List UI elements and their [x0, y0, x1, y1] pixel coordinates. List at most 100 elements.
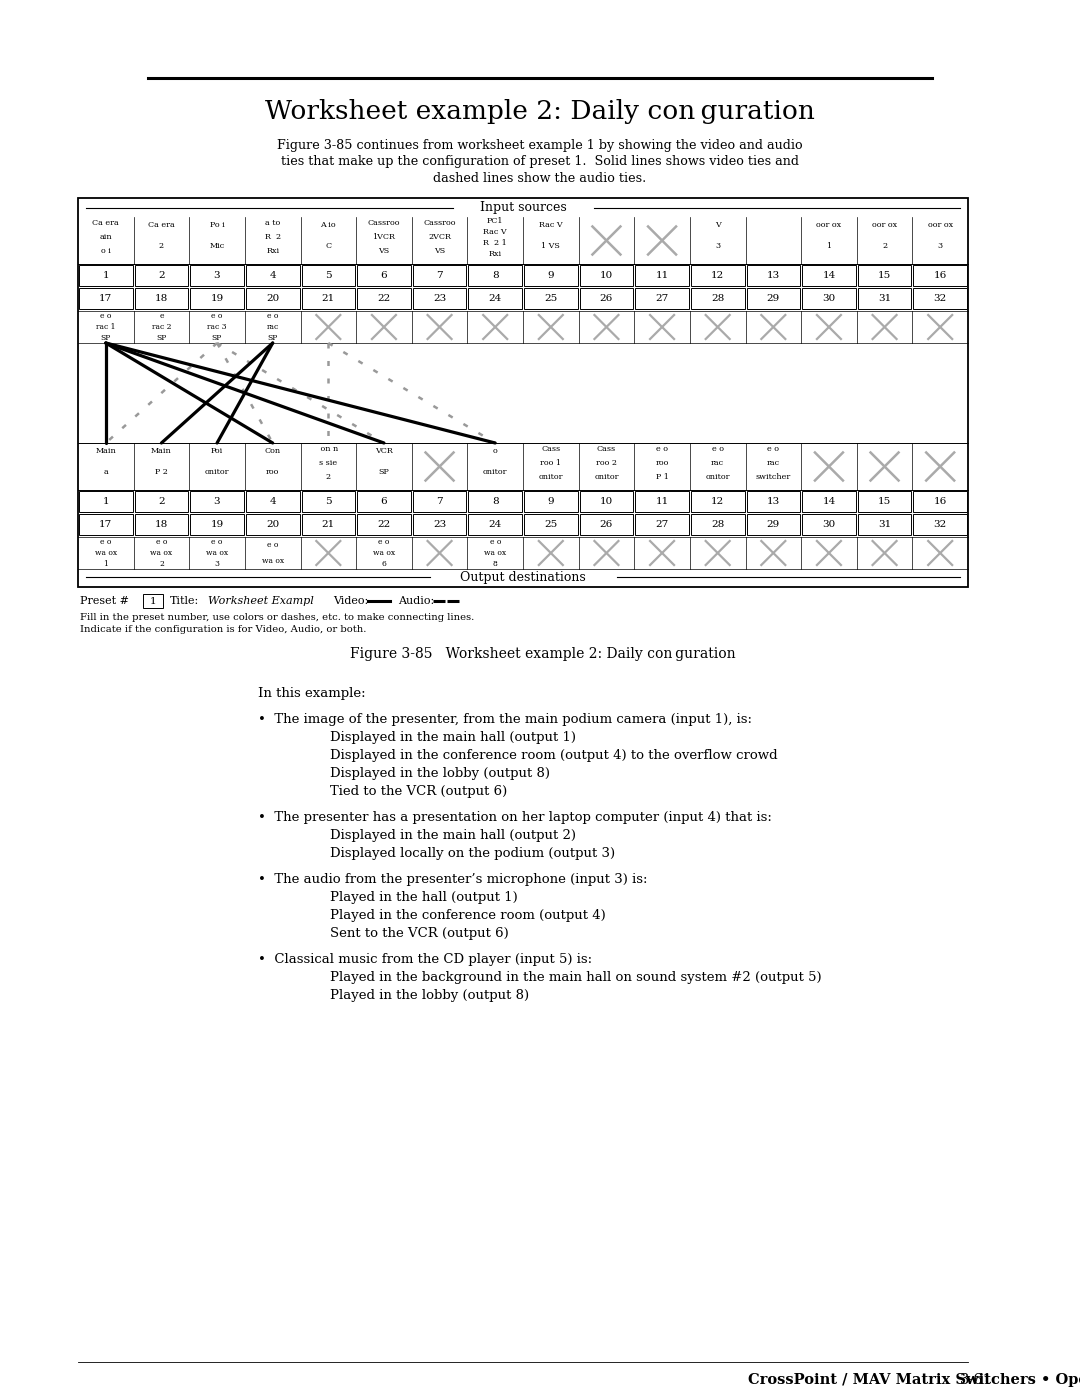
Text: In this example:: In this example: — [258, 687, 366, 700]
Text: rac 3: rac 3 — [207, 323, 227, 331]
Text: 1 VS: 1 VS — [541, 242, 561, 250]
Text: 3: 3 — [214, 497, 220, 506]
Text: •  The image of the presenter, from the main podium camera (input 1), is:: • The image of the presenter, from the m… — [258, 712, 752, 726]
Text: 16: 16 — [933, 271, 947, 279]
Text: 28: 28 — [711, 520, 725, 529]
Text: 27: 27 — [656, 520, 669, 529]
Text: 29: 29 — [767, 520, 780, 529]
Text: 5: 5 — [325, 271, 332, 279]
Text: 4: 4 — [269, 497, 276, 506]
Text: 32: 32 — [933, 520, 947, 529]
Text: Played in the lobby (output 8): Played in the lobby (output 8) — [330, 989, 529, 1002]
Text: rac: rac — [767, 460, 780, 467]
Text: e o: e o — [378, 538, 390, 546]
Text: 22: 22 — [377, 293, 391, 303]
FancyBboxPatch shape — [79, 514, 133, 535]
Text: 27: 27 — [656, 293, 669, 303]
Text: Cass: Cass — [541, 444, 561, 453]
FancyBboxPatch shape — [357, 288, 410, 309]
Text: Tied to the VCR (output 6): Tied to the VCR (output 6) — [330, 785, 508, 798]
Text: 18: 18 — [154, 293, 168, 303]
Text: 2VCR: 2VCR — [428, 233, 451, 240]
FancyBboxPatch shape — [135, 288, 188, 309]
Text: 32: 32 — [933, 293, 947, 303]
Text: Mic: Mic — [210, 242, 225, 250]
Text: Rac V: Rac V — [539, 221, 563, 229]
Text: e: e — [159, 313, 164, 320]
Text: 3: 3 — [715, 242, 720, 250]
Text: 6: 6 — [380, 497, 388, 506]
FancyBboxPatch shape — [301, 288, 355, 309]
FancyBboxPatch shape — [858, 288, 912, 309]
Text: 7: 7 — [436, 497, 443, 506]
Text: Rxi: Rxi — [266, 247, 280, 256]
FancyBboxPatch shape — [246, 514, 299, 535]
Text: 31: 31 — [878, 293, 891, 303]
Text: Ca era: Ca era — [93, 219, 119, 226]
FancyBboxPatch shape — [78, 198, 968, 587]
Text: 1: 1 — [103, 271, 109, 279]
FancyBboxPatch shape — [802, 265, 855, 286]
Text: Displayed in the conference room (output 4) to the overflow crowd: Displayed in the conference room (output… — [330, 749, 778, 761]
Text: 26: 26 — [599, 293, 613, 303]
FancyBboxPatch shape — [246, 288, 299, 309]
Text: PC1: PC1 — [487, 218, 503, 225]
FancyBboxPatch shape — [691, 288, 744, 309]
Text: 2: 2 — [159, 242, 164, 250]
FancyBboxPatch shape — [190, 288, 244, 309]
Text: SP: SP — [212, 334, 222, 342]
Text: P 2: P 2 — [156, 468, 167, 475]
Text: CrossPoint / MAV Matrix Switchers • Operation: CrossPoint / MAV Matrix Switchers • Oper… — [748, 1373, 1080, 1387]
FancyBboxPatch shape — [746, 265, 800, 286]
FancyBboxPatch shape — [190, 490, 244, 511]
FancyBboxPatch shape — [357, 514, 410, 535]
Text: e o: e o — [267, 541, 279, 549]
Text: Cassroo: Cassroo — [367, 219, 401, 226]
FancyBboxPatch shape — [79, 288, 133, 309]
Text: 4: 4 — [269, 271, 276, 279]
FancyBboxPatch shape — [190, 514, 244, 535]
Text: wa ox: wa ox — [484, 549, 507, 557]
FancyBboxPatch shape — [580, 490, 633, 511]
Text: 10: 10 — [599, 271, 613, 279]
Text: 17: 17 — [99, 293, 112, 303]
Text: Cass: Cass — [597, 444, 616, 453]
Text: 9: 9 — [548, 271, 554, 279]
Text: 19: 19 — [211, 293, 224, 303]
FancyBboxPatch shape — [914, 288, 967, 309]
FancyBboxPatch shape — [746, 288, 800, 309]
FancyBboxPatch shape — [858, 514, 912, 535]
Text: 3: 3 — [215, 560, 219, 567]
Text: 21: 21 — [322, 520, 335, 529]
Text: 7: 7 — [436, 271, 443, 279]
Text: Rxi: Rxi — [488, 250, 502, 258]
Text: o i: o i — [100, 247, 111, 256]
Text: oor ox: oor ox — [872, 221, 897, 229]
FancyBboxPatch shape — [246, 490, 299, 511]
FancyBboxPatch shape — [580, 288, 633, 309]
Text: Displayed in the main hall (output 1): Displayed in the main hall (output 1) — [330, 731, 576, 745]
Text: 31: 31 — [878, 520, 891, 529]
FancyBboxPatch shape — [914, 490, 967, 511]
FancyBboxPatch shape — [691, 265, 744, 286]
FancyBboxPatch shape — [635, 490, 689, 511]
Text: rac 1: rac 1 — [96, 323, 116, 331]
FancyBboxPatch shape — [413, 490, 467, 511]
Text: 25: 25 — [544, 520, 557, 529]
Text: 11: 11 — [656, 497, 669, 506]
Text: Displayed locally on the podium (output 3): Displayed locally on the podium (output … — [330, 847, 616, 861]
FancyBboxPatch shape — [802, 490, 855, 511]
Text: 17: 17 — [99, 520, 112, 529]
Text: Played in the hall (output 1): Played in the hall (output 1) — [330, 891, 517, 904]
FancyBboxPatch shape — [635, 514, 689, 535]
FancyBboxPatch shape — [691, 514, 744, 535]
Text: 8: 8 — [491, 497, 499, 506]
FancyBboxPatch shape — [135, 514, 188, 535]
Text: a to: a to — [265, 219, 281, 226]
Text: Title:: Title: — [170, 597, 199, 606]
FancyBboxPatch shape — [914, 265, 967, 286]
Text: Fill in the preset number, use colors or dashes, etc. to make connecting lines.: Fill in the preset number, use colors or… — [80, 612, 474, 622]
Text: 25: 25 — [544, 293, 557, 303]
Text: 3: 3 — [214, 271, 220, 279]
Text: 14: 14 — [822, 271, 836, 279]
